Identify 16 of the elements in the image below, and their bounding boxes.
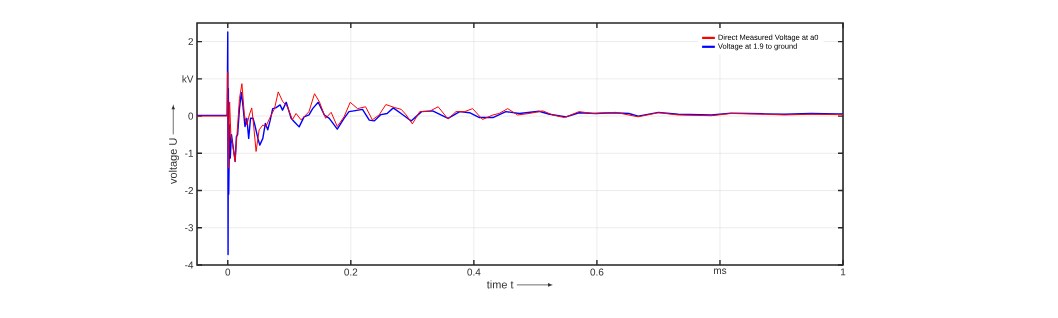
- line-series: [197, 71, 844, 169]
- x-tick-label: 0.6: [590, 268, 604, 276]
- y-tick-label: -3: [185, 224, 194, 232]
- y-axis-title: voltage U: [168, 138, 179, 184]
- x-axis-title: time t: [486, 280, 514, 289]
- y-tick-label: 0: [188, 112, 194, 120]
- x-tick-label: ms: [713, 268, 727, 274]
- x-tick-label: 1: [841, 268, 846, 276]
- y-tick-label: kV: [182, 75, 194, 83]
- y-tick-label: -2: [185, 187, 193, 195]
- x-tick-label: 0.2: [344, 268, 358, 276]
- x-tick-label: 0: [225, 268, 231, 276]
- y-tick-label: 2: [188, 38, 193, 46]
- x-tick-label: 0.4: [467, 268, 481, 276]
- y-tick-label: -1: [185, 149, 194, 157]
- y-tick-label: -4: [185, 261, 194, 269]
